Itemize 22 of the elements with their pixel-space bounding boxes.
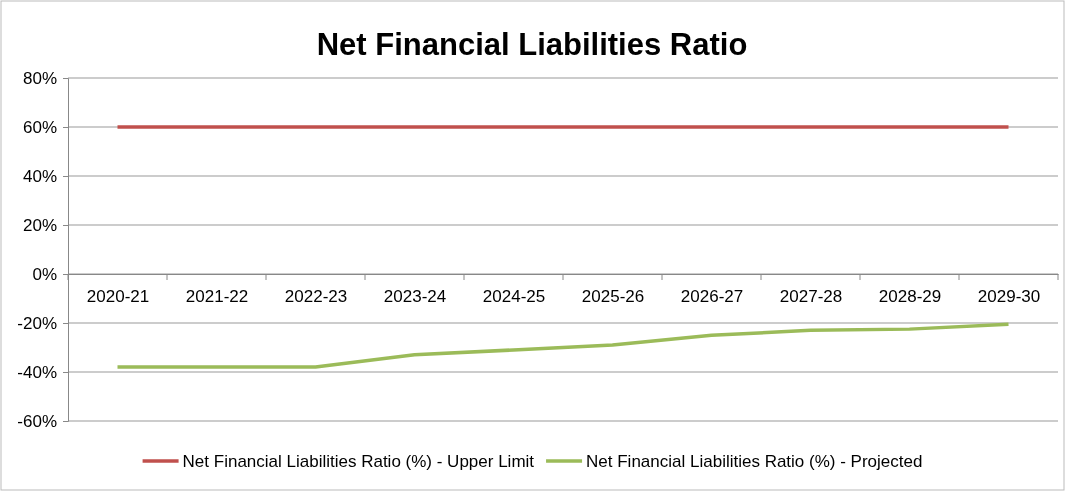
x-tick-label: 2020-21 bbox=[86, 287, 150, 307]
x-tick-label: 2025-26 bbox=[581, 287, 645, 307]
x-tick-label: 2022-23 bbox=[284, 287, 348, 307]
x-tick-label: 2029-30 bbox=[977, 287, 1041, 307]
y-tick-label: 0% bbox=[32, 264, 57, 284]
y-tick-label: -20% bbox=[17, 313, 57, 333]
y-tick-label: 80% bbox=[22, 68, 57, 88]
y-tick-label: -60% bbox=[17, 411, 57, 431]
x-tick-label: 2028-29 bbox=[878, 287, 942, 307]
chart-title: Net Financial Liabilities Ratio bbox=[316, 27, 748, 62]
x-tick-label: 2026-27 bbox=[680, 287, 744, 307]
x-tick-label: 2021-22 bbox=[185, 287, 249, 307]
line-series bbox=[115, 322, 1011, 369]
y-tick-label: 40% bbox=[22, 166, 57, 186]
x-tick-label: 2027-28 bbox=[779, 287, 843, 307]
legend-label: Net Financial Liabilities Ratio (%) - Upper Limit bbox=[182, 452, 535, 471]
x-tick-label: 2023-24 bbox=[383, 287, 447, 307]
y-tick-label: -40% bbox=[17, 362, 57, 382]
y-tick-label: 20% bbox=[22, 215, 57, 235]
x-tick-label: 2024-25 bbox=[482, 287, 546, 307]
legend-label: Net Financial Liabilities Ratio (%) - Projected bbox=[586, 452, 923, 471]
y-tick-label: 60% bbox=[22, 117, 57, 137]
